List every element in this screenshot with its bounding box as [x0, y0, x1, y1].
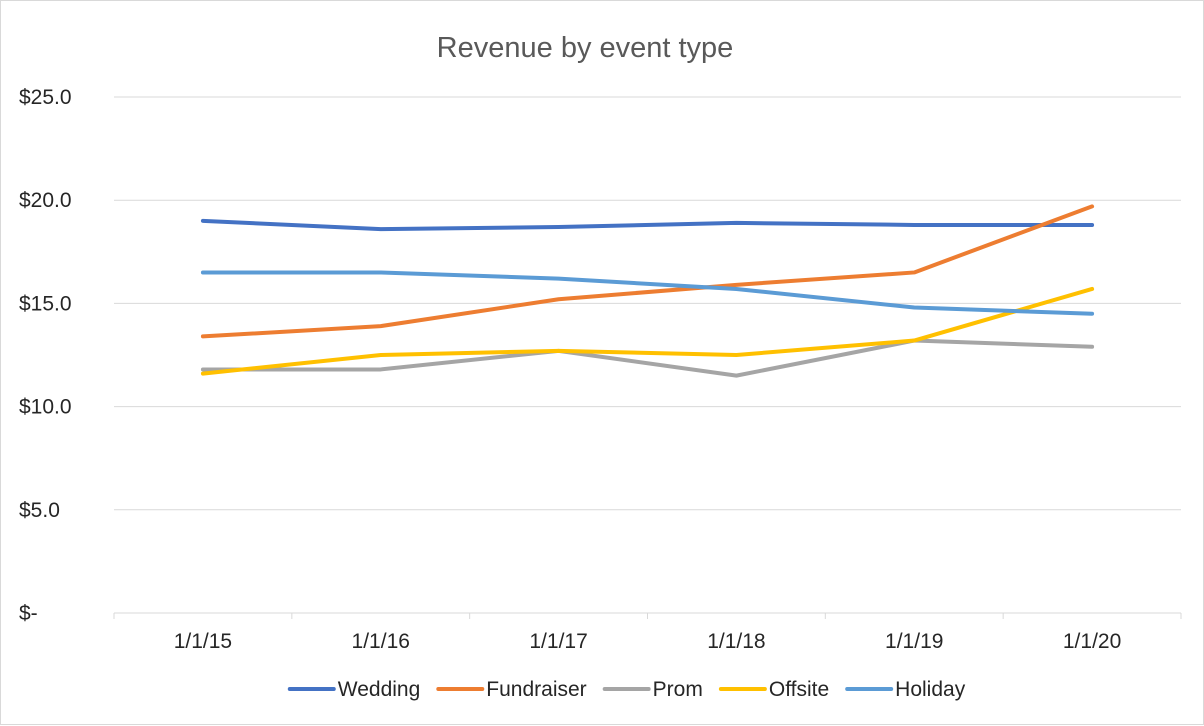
series-line-prom	[200, 338, 1095, 378]
y-tick-label: $5.0	[19, 499, 60, 522]
x-tick-label: 1/1/17	[529, 630, 587, 653]
series-line-fundraiser	[200, 204, 1095, 339]
legend-label: Prom	[653, 678, 703, 701]
y-tick-label: $20.0	[19, 189, 72, 212]
x-tick-label: 1/1/20	[1063, 630, 1121, 653]
legend-label: Wedding	[338, 678, 421, 701]
legend-item-holiday[interactable]: Holiday	[845, 678, 966, 701]
chart-title: Revenue by event type	[437, 32, 734, 64]
x-tick-label: 1/1/16	[352, 630, 410, 653]
gridlines	[114, 96, 1181, 511]
series-line-holiday	[200, 270, 1095, 316]
y-tick-label: $25.0	[19, 86, 72, 109]
x-axis-tick-labels: 1/1/15 1/1/16 1/1/17 1/1/18 1/1/19 1/1/20	[174, 630, 1122, 653]
legend-item-prom[interactable]: Prom	[602, 678, 703, 701]
legend-item-fundraiser[interactable]: Fundraiser	[436, 678, 587, 701]
x-tick-label: 1/1/19	[885, 630, 943, 653]
y-axis-tick-labels: $- $5.0 $10.0 $15.0 $20.0 $25.0	[19, 86, 72, 625]
legend-item-offsite[interactable]: Offsite	[718, 678, 829, 701]
series-lines	[200, 204, 1095, 378]
y-tick-label: $-	[19, 602, 38, 625]
legend-label: Fundraiser	[486, 678, 586, 701]
legend[interactable]: Wedding Fundraiser Prom Offsite Holiday	[287, 678, 966, 701]
x-tick-label: 1/1/15	[174, 630, 232, 653]
legend-item-wedding[interactable]: Wedding	[287, 678, 421, 701]
x-tick-label: 1/1/18	[707, 630, 765, 653]
series-line-wedding	[200, 218, 1095, 232]
x-axis	[113, 612, 1182, 619]
legend-label: Offsite	[769, 678, 829, 701]
y-tick-label: $10.0	[19, 396, 72, 419]
legend-label: Holiday	[895, 678, 966, 701]
series-line-offsite	[200, 286, 1095, 376]
y-tick-label: $15.0	[19, 292, 72, 315]
